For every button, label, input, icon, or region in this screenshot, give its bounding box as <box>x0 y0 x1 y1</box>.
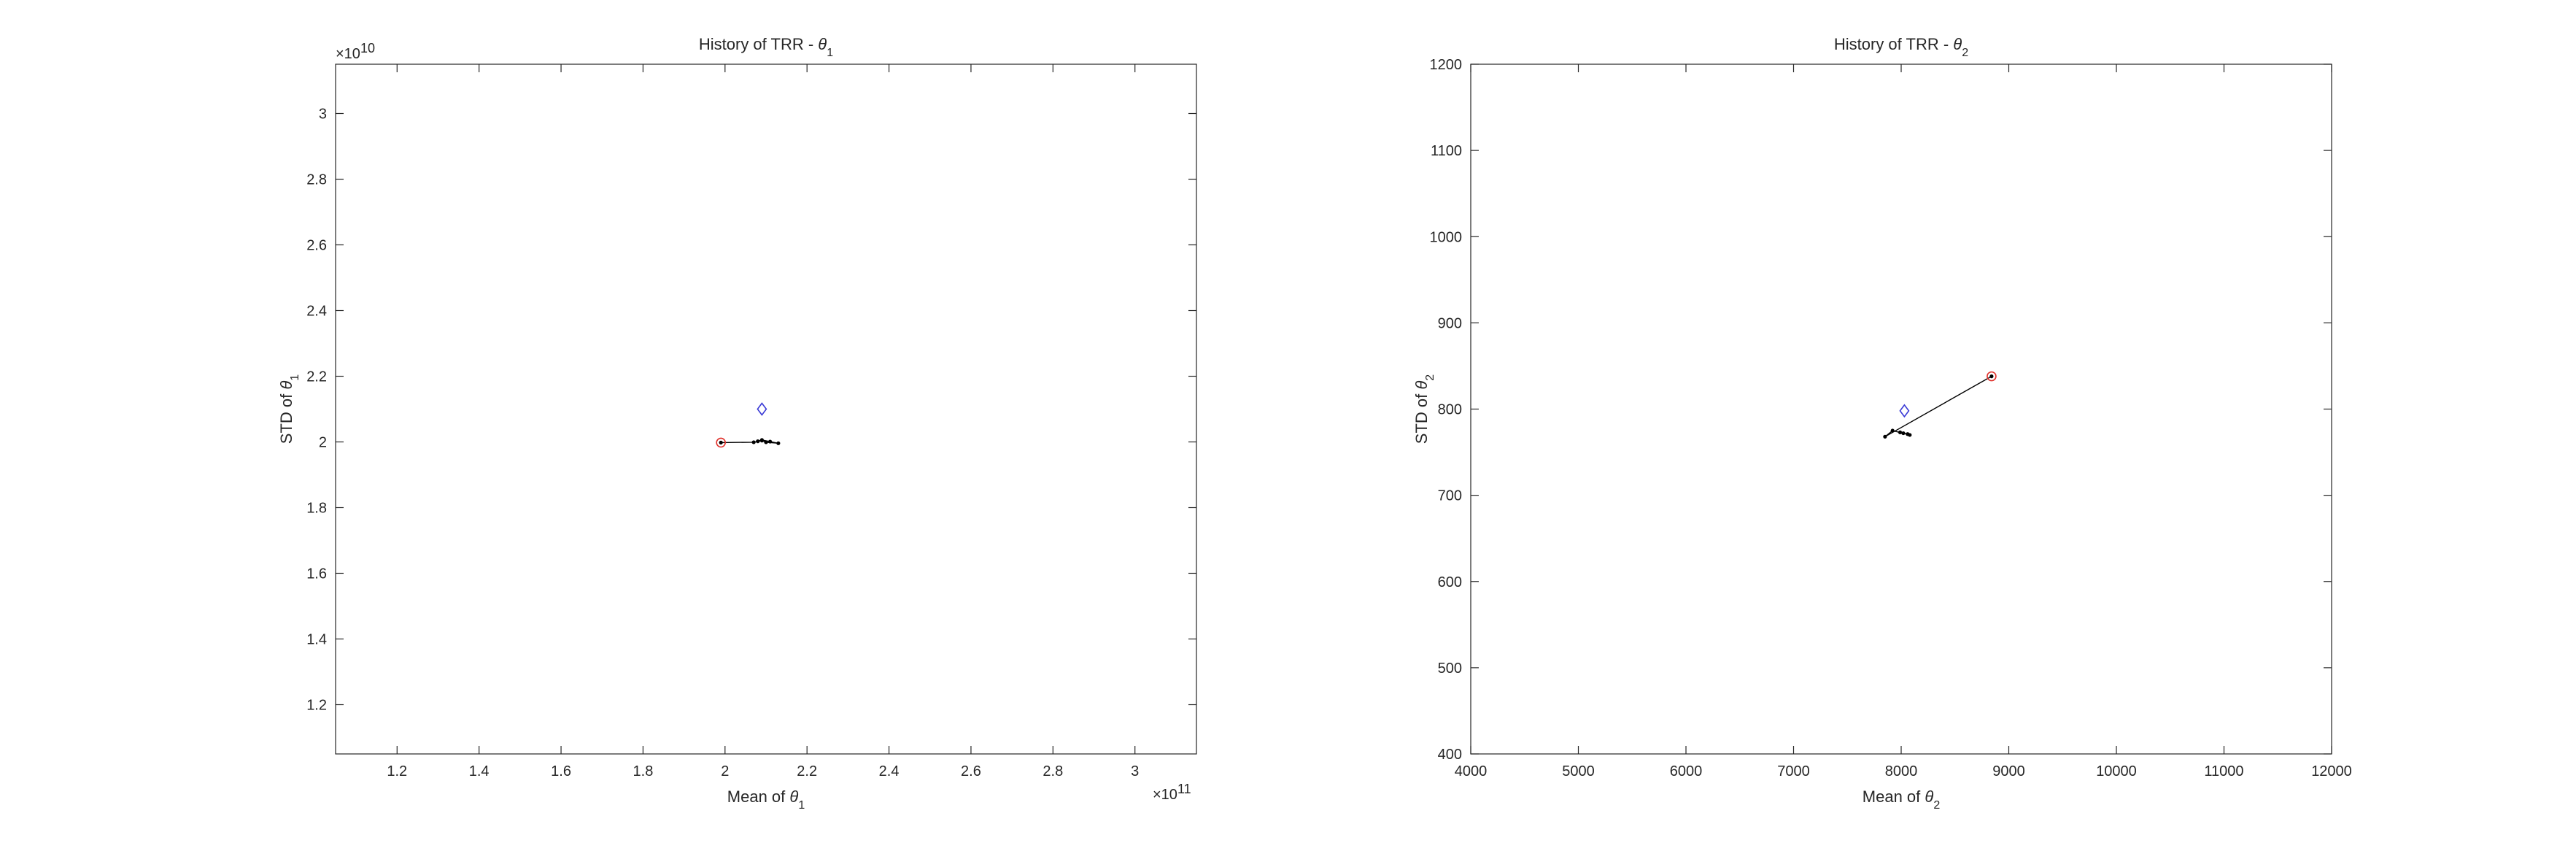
x-tick-label: 1.4 <box>469 763 490 779</box>
y-axis-label-symbol: θ <box>277 381 295 390</box>
x-axis-label: Mean of θ2 <box>1863 788 1941 812</box>
start-marker <box>1987 371 1997 382</box>
y-tick-label: 2 <box>319 435 327 451</box>
x-tick-label: 1.2 <box>387 763 407 779</box>
x-exponent-power: 11 <box>1177 782 1191 796</box>
y-axis-label-prefix: STD of <box>277 390 295 444</box>
history-point <box>1989 374 1994 379</box>
chart-title-prefix: History of TRR - <box>699 35 818 53</box>
chart-title-subscript: 1 <box>827 47 833 59</box>
y-tick-label: 2.4 <box>306 304 327 320</box>
x-axis-label-subscript: 2 <box>1933 799 1940 812</box>
x-tick-label: 1.8 <box>633 763 654 779</box>
history-point <box>751 440 756 444</box>
y-axis-label-subscript: 2 <box>1424 374 1436 381</box>
y-tick-label: 1100 <box>1431 143 1462 159</box>
y-tick-label: 500 <box>1438 661 1462 677</box>
history-point <box>764 440 768 444</box>
chart-title: History of TRR - θ2 <box>1834 35 1968 59</box>
chart-panel-1: 1.2 1.4 1.6 1.8 2 2.2 2.4 2.6 2.8 3 1.2 1.4 1.6 1.8 2 2… <box>277 35 1197 812</box>
reference-marker <box>1899 404 1910 418</box>
x-tick-label: 11000 <box>2204 763 2243 779</box>
history-point <box>776 441 781 445</box>
x-tick-label: 7000 <box>1777 763 1810 779</box>
y-tick-label: 2.6 <box>306 238 327 254</box>
y-axis-label-prefix: STD of <box>1412 390 1431 444</box>
x-axis-exponent: ×1011 <box>1153 782 1191 803</box>
history-point <box>768 439 773 444</box>
y-tick-label: 1.8 <box>306 501 327 517</box>
x-tick-label: 2.6 <box>961 763 981 779</box>
y-tick-label: 700 <box>1438 488 1462 504</box>
start-marker <box>716 437 726 448</box>
y-tick-label: 1000 <box>1430 229 1463 245</box>
x-axis-label-symbol: θ <box>789 788 798 806</box>
x-tick-label: 2.8 <box>1043 763 1063 779</box>
reference-marker <box>757 402 767 416</box>
y-tick-label: 2.8 <box>306 172 327 188</box>
y-axis-label-subscript: 1 <box>289 374 301 381</box>
x-tick-label: 2.4 <box>879 763 900 779</box>
chart-title-subscript: 2 <box>1962 47 1968 59</box>
y-tick-label: 3 <box>319 107 327 123</box>
x-tick-label: 12000 <box>2311 763 2352 779</box>
x-exponent-base: ×10 <box>1153 787 1177 803</box>
chart-title: History of TRR - θ1 <box>699 35 833 59</box>
x-tick-label: 2.2 <box>797 763 817 779</box>
x-tick-label: 5000 <box>1562 763 1595 779</box>
x-tick-label: 3 <box>1131 763 1139 779</box>
history-point <box>759 438 764 442</box>
x-axis-label-symbol: θ <box>1925 788 1933 806</box>
x-axis-label: Mean of θ1 <box>727 788 805 812</box>
y-exponent-power: 10 <box>360 41 375 55</box>
y-tick-label: 400 <box>1438 747 1462 763</box>
y-tick-label: 800 <box>1438 402 1462 418</box>
y-axis-label: STD of θ1 <box>277 374 301 444</box>
chart-title-symbol: θ <box>818 35 827 53</box>
x-tick-label: 10000 <box>2096 763 2137 779</box>
y-exponent-base: ×10 <box>336 46 360 62</box>
history-point <box>1898 430 1903 434</box>
x-tick-label: 9000 <box>1992 763 2025 779</box>
x-tick-label: 6000 <box>1670 763 1703 779</box>
history-point <box>719 440 723 445</box>
history-point <box>1883 434 1887 439</box>
y-axis-exponent: ×1010 <box>336 41 375 62</box>
chart-title-prefix: History of TRR - <box>1834 35 1953 53</box>
y-axis-label: STD of θ2 <box>1412 374 1436 444</box>
y-tick-label: 2.2 <box>306 369 327 385</box>
history-point <box>756 439 760 444</box>
chart-title-symbol: θ <box>1953 35 1962 53</box>
y-tick-label: 1200 <box>1430 57 1463 73</box>
x-axis-label-prefix: Mean of <box>727 788 790 806</box>
chart-panel-2: 4000 5000 6000 7000 8000 9000 10000 11000 12000 4… <box>1412 35 2352 812</box>
history-point <box>1901 431 1906 436</box>
y-tick-label: 900 <box>1438 315 1462 331</box>
x-tick-label: 8000 <box>1885 763 1918 779</box>
y-tick-label: 1.4 <box>306 632 327 648</box>
y-tick-label: 1.2 <box>306 698 327 714</box>
x-axis-label-subscript: 1 <box>798 799 805 812</box>
x-tick-label: 1.6 <box>551 763 571 779</box>
x-axis-label-prefix: Mean of <box>1863 788 1925 806</box>
y-tick-label: 600 <box>1438 574 1462 590</box>
x-tick-label: 4000 <box>1455 763 1488 779</box>
x-tick-label: 2 <box>721 763 729 779</box>
history-point <box>1906 432 1910 436</box>
y-tick-label: 1.6 <box>306 566 327 582</box>
history-point <box>1890 428 1895 433</box>
y-axis-label-symbol: θ <box>1412 381 1431 390</box>
